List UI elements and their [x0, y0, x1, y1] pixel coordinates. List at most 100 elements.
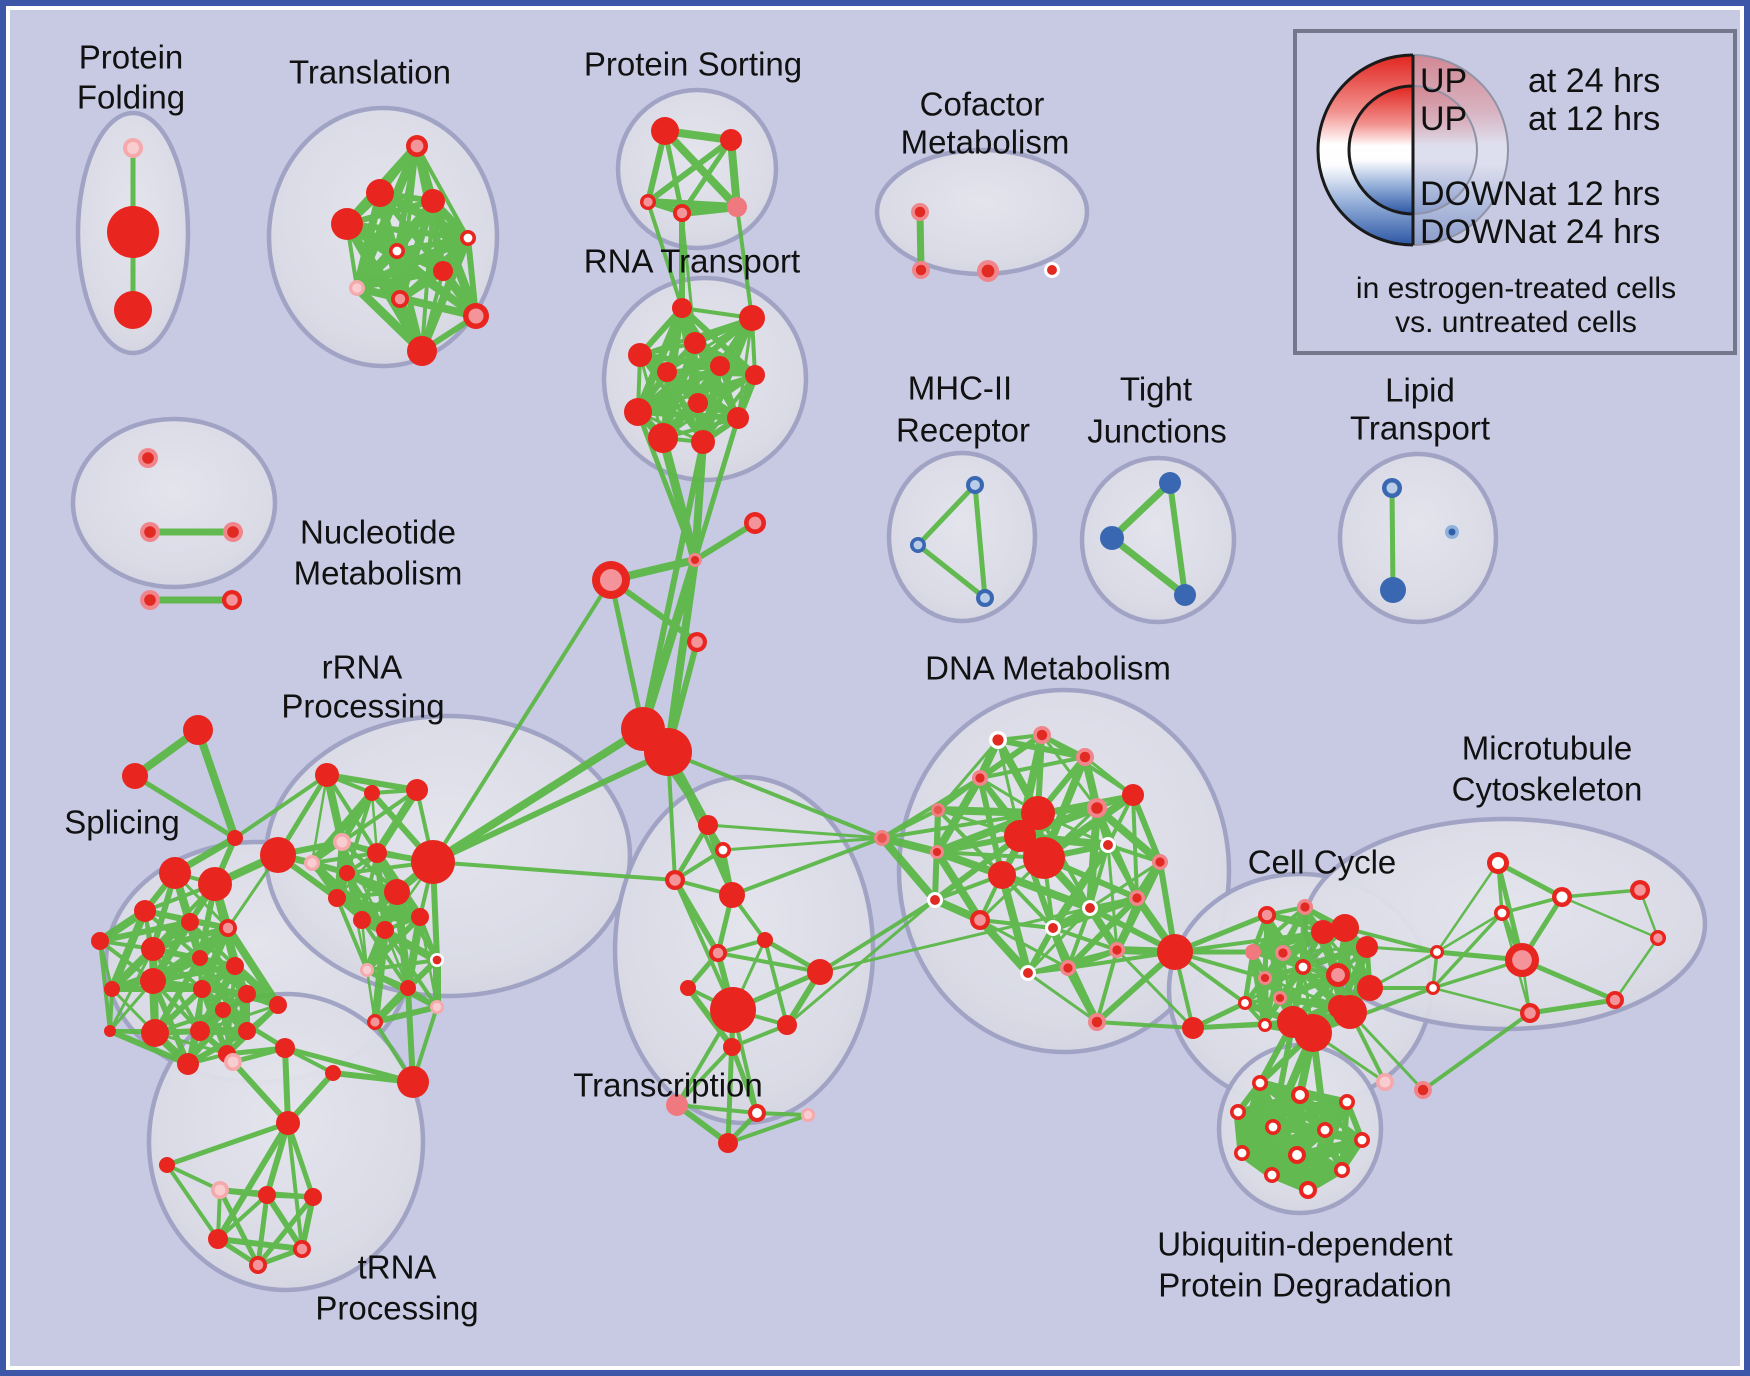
node-dna-metabolism-24	[1088, 1013, 1106, 1031]
edge	[666, 750, 884, 840]
edge	[150, 925, 231, 952]
legend-direction-label: DOWN	[1420, 175, 1528, 213]
edge	[915, 542, 988, 601]
cluster-label: Folding	[77, 79, 185, 116]
edge	[1389, 485, 1396, 593]
edge	[998, 871, 1094, 912]
node-microtubule-cytoskeleton-2	[1494, 905, 1510, 921]
node-rrna-processing-16	[430, 1000, 444, 1014]
legend-direction-label: UP	[1420, 100, 1467, 138]
edge	[1311, 986, 1435, 1035]
edge	[695, 372, 758, 406]
edge	[150, 963, 238, 984]
edge	[977, 732, 1045, 781]
cluster-label: Nucleotide	[300, 514, 456, 551]
node-microtubule-cytoskeleton-3	[1430, 945, 1444, 959]
node-splicing-5	[91, 932, 109, 950]
node-transcription-1	[715, 842, 731, 858]
node-transcription-14	[718, 1133, 738, 1153]
legend-time-label: at 12 hrs	[1528, 100, 1660, 138]
node-rrna-processing-4	[304, 855, 320, 871]
edge	[1108, 534, 1189, 599]
node-mhc-ii-receptor-1	[910, 537, 926, 553]
edge	[972, 482, 988, 601]
node-translation-4	[460, 230, 476, 246]
node-trna-processing-8	[304, 1188, 322, 1206]
edge	[976, 916, 1032, 977]
node-trna-processing-11	[249, 1256, 267, 1274]
edge	[165, 1163, 220, 1241]
cluster-label: Protein	[79, 39, 184, 76]
edge	[255, 1194, 316, 1268]
edge	[164, 1120, 291, 1168]
node-dna-metabolism-4	[931, 803, 945, 817]
node-rna-transport-5	[657, 362, 677, 382]
node-dna-metabolism-11	[1100, 837, 1116, 853]
node-cell-cycle-7	[1356, 936, 1378, 958]
node-mhc-ii-receptor-2	[976, 589, 994, 607]
edge	[282, 1045, 291, 1126]
node-dna-metabolism-12	[1152, 854, 1168, 870]
node-splicing-3	[181, 913, 199, 931]
node-rrna-processing-15	[400, 980, 416, 996]
node-dna-metabolism-14	[927, 892, 943, 908]
node-ubiquitin-degradation-3	[1230, 1104, 1246, 1120]
cluster-label: Transport	[1350, 410, 1490, 447]
node-splicing-18	[238, 1022, 256, 1040]
edge	[194, 726, 239, 842]
edge	[310, 851, 379, 865]
node-rna-transport-7	[624, 398, 652, 426]
node-translation-2	[421, 189, 445, 213]
edge	[217, 1187, 261, 1268]
node-rna-transport-11	[691, 430, 715, 454]
edge	[672, 822, 711, 883]
node-rrna-processing-6	[339, 865, 355, 881]
edge	[675, 1103, 759, 1115]
cluster-label: tRNA	[358, 1249, 437, 1286]
edge	[1167, 480, 1188, 598]
node-cell-cycle-9	[1357, 975, 1383, 1001]
edge	[1431, 911, 1504, 990]
node-spine-connectors-2	[744, 512, 766, 534]
edge	[1130, 792, 1163, 865]
node-nucleotide-metabolism-0	[138, 448, 158, 468]
node-ubiquitin-degradation-0	[1252, 1075, 1268, 1091]
node-ubiquitin-degradation-6	[1354, 1132, 1370, 1148]
node-protein-sorting-2	[640, 194, 656, 210]
node-dna-metabolism-5	[1087, 798, 1107, 818]
node-splicing-15	[190, 1021, 210, 1041]
edges	[96, 127, 1660, 1268]
edge	[108, 907, 149, 993]
edge	[673, 878, 720, 955]
node-lipid-transport-2	[1445, 525, 1459, 539]
legend-time-label: at 12 hrs	[1528, 175, 1660, 213]
edge	[1237, 1125, 1330, 1158]
node-cell-cycle-6	[1331, 914, 1359, 942]
legend-caption: in estrogen-treated cells	[1356, 272, 1676, 305]
node-trna-processing-9	[208, 1229, 228, 1249]
node-rrna-processing-18	[367, 1014, 383, 1030]
node-cell-cycle-16	[1294, 1014, 1332, 1052]
edge	[365, 968, 377, 1024]
edge	[1560, 888, 1642, 899]
node-translation-3	[331, 208, 363, 240]
node-trna-processing-5	[159, 1157, 175, 1173]
node-cell-cycle-17	[1333, 995, 1367, 1029]
cluster-label: Microtubule	[1462, 730, 1633, 767]
node-cycle-ubiquitin-links-0	[1376, 1073, 1394, 1091]
edge	[1500, 895, 1564, 915]
node-transcription-0	[698, 815, 718, 835]
node-rna-transport-1	[739, 305, 765, 331]
edge	[640, 439, 706, 732]
edge	[365, 958, 439, 972]
cluster-label: Receptor	[896, 412, 1030, 449]
cluster-bubble-cofactor-metabolism	[874, 147, 1090, 277]
node-cell-cycle-0	[1258, 906, 1276, 924]
node-microtubule-cytoskeleton-1	[1552, 887, 1572, 907]
edge	[1527, 997, 1618, 1016]
node-splicing-20	[260, 837, 296, 873]
edge	[1263, 930, 1325, 980]
node-transcription-11	[666, 1094, 688, 1116]
edge	[352, 283, 427, 356]
